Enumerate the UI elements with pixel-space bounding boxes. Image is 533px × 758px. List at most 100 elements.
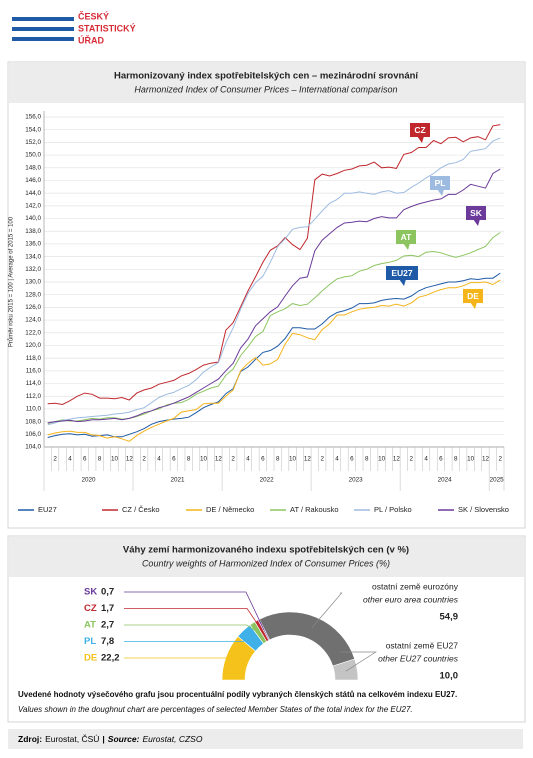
- slice-label: SK: [84, 587, 97, 598]
- callout-pointer: [470, 302, 477, 309]
- y-tick-label: 154,0: [25, 126, 41, 133]
- doughnut-slice: [332, 658, 359, 681]
- slice-label-en: other EU27 countries: [378, 653, 459, 663]
- callout-pointer: [437, 189, 444, 196]
- x-tick-label: 12: [215, 456, 223, 463]
- y-tick-label: 118,0: [26, 355, 42, 362]
- y-tick-label: 116,0: [26, 368, 42, 375]
- callout-box: [386, 266, 418, 280]
- y-tick-label: 108,0: [25, 418, 41, 425]
- leader-line: [124, 657, 238, 662]
- year-label: 2022: [260, 477, 275, 484]
- chart-title: Harmonizovaný index spotřebitelských cen…: [114, 71, 418, 82]
- year-label: 2020: [82, 477, 97, 484]
- footer: Zdroj: Eurostat, ČSÚ | Source: Eurostat, CZS…: [8, 729, 523, 749]
- y-tick-label: 152,0: [25, 139, 41, 146]
- y-tick-label: 130,0: [25, 279, 41, 286]
- slice-label: AT: [84, 620, 96, 631]
- y-tick-label: 104,0: [25, 444, 41, 451]
- y-tick-label: 148,0: [25, 164, 41, 171]
- legend-label: DE / Německo: [206, 505, 254, 514]
- chart-subtitle: Country weights of Harmonized Index of C…: [142, 558, 390, 568]
- slice-label: PL: [84, 636, 96, 647]
- note: Values shown in the doughnut chart are p…: [18, 705, 413, 714]
- callout-label: AT: [401, 232, 413, 242]
- y-tick-label: 122,0: [25, 329, 41, 336]
- footer-text: Eurostat, ČSÚ: [45, 734, 100, 744]
- callout-label: CZ: [414, 125, 425, 135]
- series-line: [47, 124, 501, 406]
- x-tick-label: 4: [424, 456, 428, 463]
- slice-value: 0,7: [101, 587, 114, 598]
- slice-label: CZ: [84, 603, 97, 614]
- leader-line: [124, 624, 259, 634]
- callout-pointer: [417, 136, 424, 143]
- y-axis-label: Průměr roku 2015 = 100 | Average of 2015…: [8, 216, 15, 347]
- footer-text: Eurostat, CZSO: [142, 734, 203, 744]
- callout-label: PL: [435, 178, 446, 188]
- y-tick-label: 138,0: [25, 228, 41, 235]
- x-tick-label: 8: [98, 456, 102, 463]
- x-tick-label: 4: [335, 456, 339, 463]
- x-tick-label: 6: [83, 456, 87, 463]
- x-tick-label: 10: [200, 456, 208, 463]
- x-tick-label: 8: [365, 456, 369, 463]
- x-tick-label: 8: [187, 456, 191, 463]
- y-tick-label: 140,0: [25, 215, 41, 222]
- callout-box: [396, 230, 416, 244]
- x-tick-label: 10: [378, 456, 386, 463]
- title-band: [9, 537, 524, 577]
- x-tick-label: 4: [246, 456, 250, 463]
- y-tick-label: 142,0: [25, 203, 41, 210]
- year-label: 2023: [349, 477, 364, 484]
- x-tick-label: 6: [439, 456, 443, 463]
- legend-label: PL / Polsko: [374, 505, 412, 514]
- x-tick-label: 8: [276, 456, 280, 463]
- chart-title: Váhy zemí harmonizovaného indexu spotřeb…: [123, 545, 409, 556]
- logo-text: STATISTICKÝ: [78, 22, 136, 33]
- x-tick-label: 2: [320, 456, 324, 463]
- x-tick-label: 6: [261, 456, 265, 463]
- slice-label: DE: [84, 653, 97, 664]
- slice-value: 2,7: [101, 620, 114, 631]
- x-tick-label: 8: [454, 456, 458, 463]
- legend-label: SK / Slovensko: [458, 505, 509, 514]
- y-tick-label: 112,0: [26, 393, 42, 400]
- callout-pointer: [473, 219, 480, 226]
- logo-text: ČESKÝ: [78, 10, 109, 21]
- year-label: 2024: [438, 477, 453, 484]
- logo-bar: [12, 17, 74, 21]
- series-line: [47, 137, 501, 426]
- chart-subtitle: Harmonized Index of Consumer Prices – In…: [134, 84, 397, 94]
- logo-bar: [12, 27, 74, 31]
- legend-label: CZ / Česko: [122, 505, 160, 514]
- footer-text: |: [102, 734, 105, 744]
- y-tick-label: 110,0: [26, 406, 42, 413]
- leader-line: [124, 608, 263, 632]
- callout-pointer: [399, 279, 406, 286]
- note: Uvedené hodnoty výsečového grafu jsou pr…: [18, 690, 458, 699]
- x-tick-label: 10: [111, 456, 119, 463]
- x-tick-label: 2: [499, 456, 503, 463]
- y-tick-label: 134,0: [25, 253, 41, 260]
- legend-label: AT / Rakousko: [290, 505, 339, 514]
- y-tick-label: 106,0: [25, 431, 41, 438]
- x-tick-label: 4: [157, 456, 161, 463]
- year-label: 2021: [171, 477, 186, 484]
- x-tick-label: 6: [172, 456, 176, 463]
- leader-line: [311, 592, 343, 629]
- logo-text: ÚŘAD: [78, 34, 104, 45]
- title-band: [9, 63, 524, 103]
- callout-label: EU27: [391, 268, 413, 278]
- slice-value: 1,7: [101, 603, 114, 614]
- y-tick-label: 126,0: [25, 304, 41, 311]
- y-tick-label: 156,0: [25, 114, 41, 121]
- y-tick-label: 150,0: [25, 152, 41, 159]
- x-tick-label: 12: [126, 456, 134, 463]
- slice-label-en: other euro area countries: [363, 594, 459, 604]
- callout-pointer: [403, 243, 410, 250]
- slice-label: ostatní země eurozóny: [372, 581, 459, 591]
- y-tick-label: 132,0: [25, 266, 41, 273]
